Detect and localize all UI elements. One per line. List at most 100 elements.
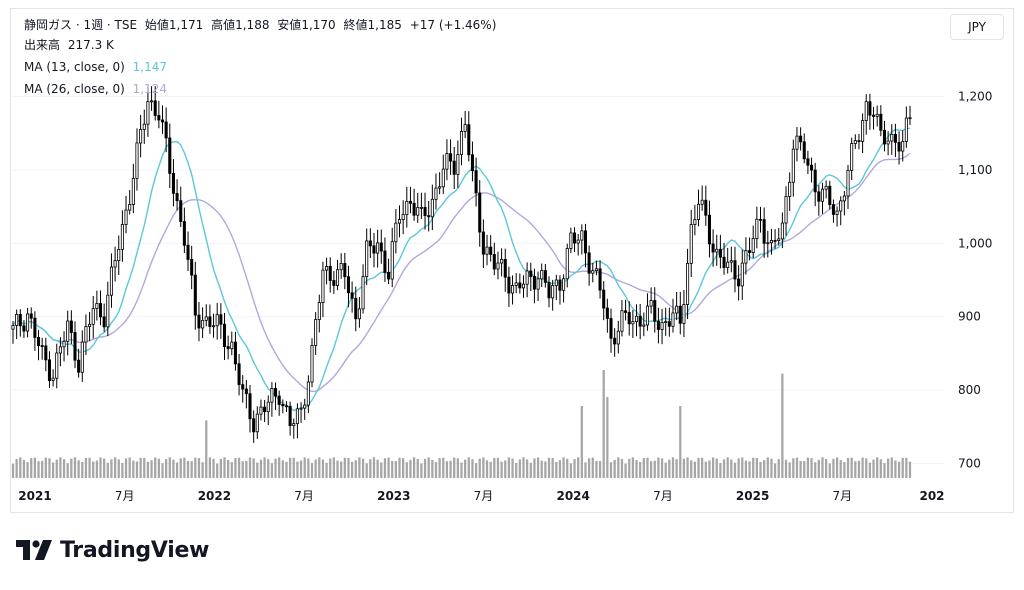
candle-body [558,279,562,291]
candle-body [193,274,197,316]
candle-body [613,337,617,345]
candle-body [463,124,467,132]
x-tick-label: 7月 [474,489,494,503]
volume-bar [759,461,762,478]
volume-bar [143,457,146,478]
candle-body [711,243,715,253]
candle-body [769,240,773,244]
candle-body [197,314,201,329]
volume-bar [719,463,722,478]
candle-body [343,263,347,278]
volume-bar [744,460,748,478]
candle-body [208,316,212,327]
volume-bar [146,461,150,478]
volume-bar [431,460,434,478]
candle-body [470,154,474,172]
candle-body [255,413,259,433]
volume-bar [55,459,58,478]
volume-bar [551,457,554,478]
candle-body [91,308,95,325]
candle-body [784,196,788,224]
candle-body [33,317,37,338]
volume-bar [598,461,602,478]
volume-bar [77,460,80,478]
volume-bar [314,459,317,478]
volume-bar [329,458,332,478]
candle-body [58,346,62,354]
volume-bar [117,459,120,478]
candle-body [773,240,777,242]
candle-body [77,359,81,373]
volume-bar [803,461,806,478]
candle-body [882,129,887,145]
candle-body [842,195,846,202]
candle-body [263,406,267,413]
candle-body [700,199,704,205]
volume-bar [671,457,675,478]
candle-body [638,315,642,327]
candle-body [164,121,168,139]
candle-body [478,192,482,233]
volume-bar [591,457,594,478]
candle-body [605,307,609,319]
volume-bar [679,406,682,478]
candle-body [777,238,781,241]
volume-bar [73,457,77,478]
candle-body [98,303,103,318]
volume-bar [449,460,452,478]
candle-body [179,200,183,222]
candle-body [212,325,216,328]
candle-body [875,113,879,117]
candle-body [824,185,828,190]
volume-bar [467,457,470,478]
candle-body [503,259,507,278]
volume-bar [81,461,84,478]
candle-body [423,206,427,217]
volume-bar [369,459,372,478]
volume-bar [511,458,514,478]
volume-bar [777,459,780,478]
candle-body [430,198,434,218]
candle-body [627,312,631,325]
volume-bar [737,458,740,478]
volume-bar [92,461,95,478]
candle-body [408,200,412,204]
tradingview-logo[interactable]: TradingView [16,538,209,563]
volume-bar [128,457,131,478]
candle-body [893,133,897,143]
volume-bar [139,457,142,478]
candle-body [459,131,464,155]
volume-bar [693,461,696,478]
volume-bar [471,459,474,478]
candle-body [332,280,336,286]
candle-body [11,325,15,330]
candle-body [284,405,289,408]
candle-body [569,232,573,249]
volume-bar [649,461,653,478]
volume-bar [518,459,521,478]
candle-body [799,135,803,143]
volume-bar [157,458,160,478]
volume-bar [95,460,98,478]
volume-bar [832,458,835,478]
volume-bar [103,458,106,478]
volume-bar [536,457,540,478]
candle-body [514,282,518,286]
volume-bar [806,457,810,478]
candle-body [664,321,668,323]
candle-body [22,325,26,332]
candle-body [733,260,737,280]
volume-bar [908,461,912,478]
volume-bar [402,458,405,478]
candle-body [328,265,332,281]
currency-button[interactable]: JPY [950,14,1004,40]
tradingview-wordmark: TradingView [60,538,210,563]
volume-bar [420,463,423,478]
candle-body [755,218,759,239]
candle-body [452,160,456,175]
candle-body [405,200,409,215]
volume-bar [365,463,368,478]
candle-body [831,204,835,215]
volume-bar [106,462,109,478]
